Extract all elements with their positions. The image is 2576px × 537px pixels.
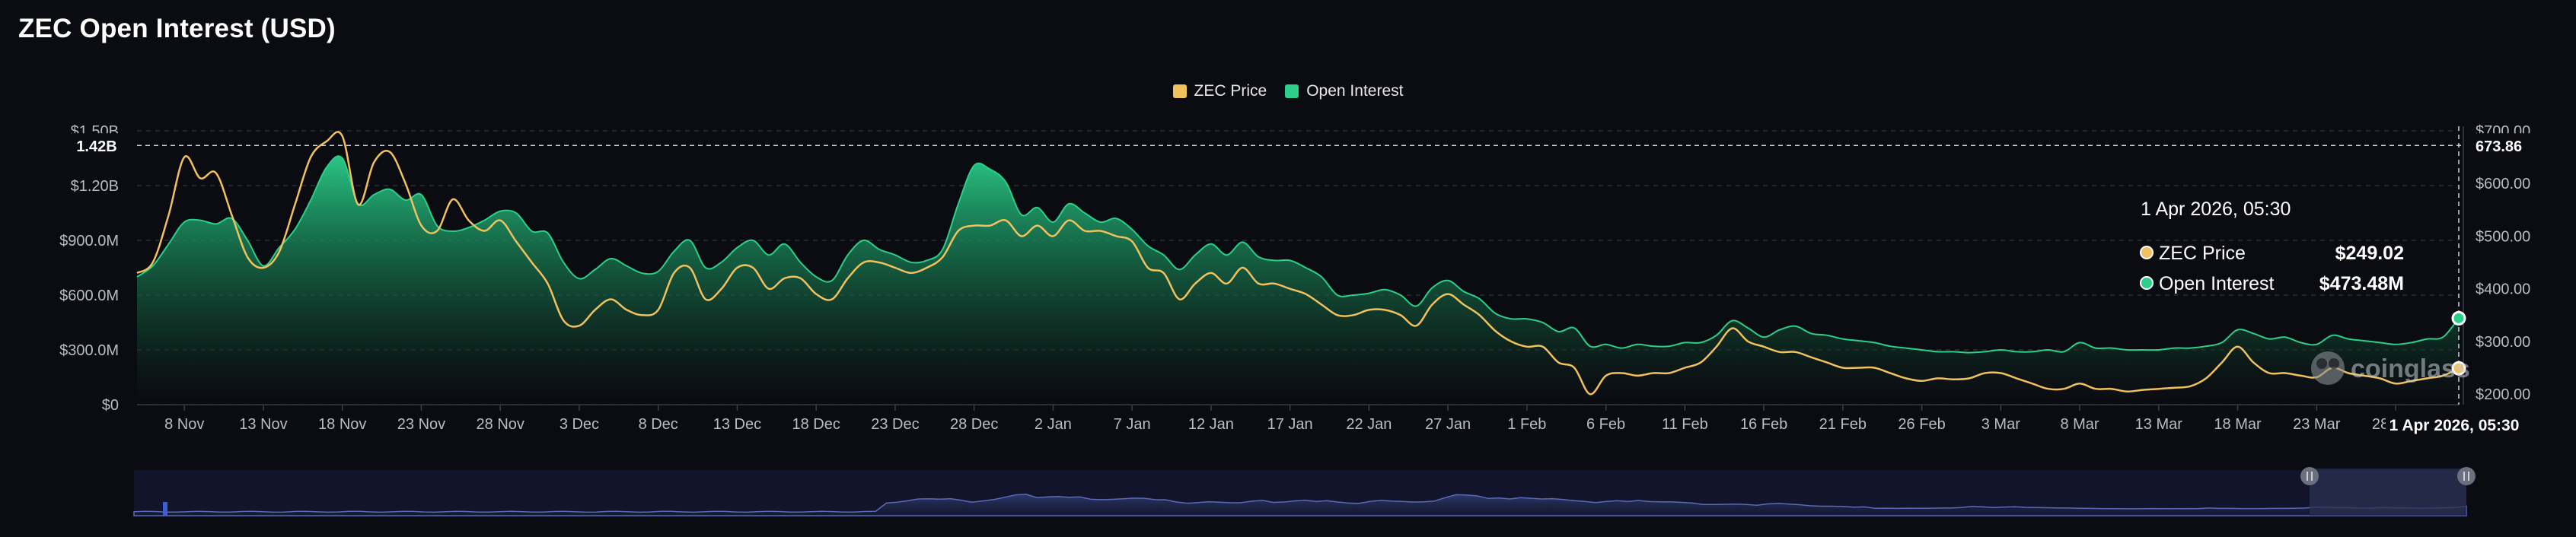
tooltip-dot-zec-price <box>2140 246 2154 259</box>
navigator-sparkline <box>133 493 2467 516</box>
coinglass-logo-icon <box>2311 351 2345 385</box>
legend-item-open-interest[interactable]: Open Interest <box>1285 82 1403 100</box>
x-tick-label: 28 Nov <box>477 416 524 433</box>
zec-price-marker <box>2451 361 2466 376</box>
navigator-left-handle[interactable] <box>2300 467 2319 485</box>
navigator-right-handle[interactable] <box>2457 467 2476 485</box>
x-axis: 8 Nov 13 Nov 18 Nov 23 Nov 28 Nov 3 Dec 8 Dec 1… <box>164 405 2419 433</box>
zec-price-line <box>136 131 2460 396</box>
x-tick-label: 8 Mar <box>2060 416 2099 433</box>
range-navigator[interactable] <box>133 467 2476 516</box>
y-left-tick-label: $300.0M <box>59 342 119 359</box>
y-left-tick-label: $600.0M <box>59 288 119 304</box>
x-tick-label: 16 Feb <box>1740 416 1787 433</box>
crosshair-date-bg <box>2386 411 2523 440</box>
x-tick-label: 21 Feb <box>1819 416 1867 433</box>
y-right-tick-label: $600.00 <box>2476 176 2530 192</box>
legend-item-zec-price[interactable]: ZEC Price <box>1172 82 1267 100</box>
y-right-tick-label: $200.00 <box>2476 386 2530 403</box>
y-right-tick-label: $500.00 <box>2476 228 2530 245</box>
x-tick-label: 6 Feb <box>1586 416 1625 433</box>
x-tick-label: 26 Feb <box>1898 416 1945 433</box>
x-tick-label: 28 Dec <box>950 416 998 433</box>
x-tick-label: 13 Dec <box>713 416 761 433</box>
x-tick-label: 13 Mar <box>2135 416 2183 433</box>
y-left-tick-label: $900.0M <box>59 233 119 249</box>
watermark-text: coinglass <box>2351 354 2470 383</box>
y-right-tick-label: $300.00 <box>2476 334 2530 351</box>
chart-legend: ZEC Price Open Interest <box>0 82 2576 100</box>
crosshair-left-label-bg <box>65 133 128 158</box>
x-tick-label: 18 Dec <box>792 416 840 433</box>
legend-swatch-zec-price <box>1172 84 1187 98</box>
x-tick-label: 18 Nov <box>318 416 366 433</box>
x-tick-label: 7 Jan <box>1114 416 1151 433</box>
x-tick-label: 23 Dec <box>871 416 919 433</box>
y-left-tick-label: $1.20B <box>71 178 119 195</box>
y-left-tick-label: $0 <box>102 397 119 414</box>
x-tick-label: 23 Mar <box>2293 416 2341 433</box>
legend-label-zec-price: ZEC Price <box>1194 82 1267 100</box>
tooltip-value-open-interest: $473.48M <box>2319 273 2404 294</box>
right-axis: $200.00$300.00$400.00$500.00$600.00$700.… <box>2476 123 2530 403</box>
tooltip-label-zec-price: ZEC Price <box>2159 243 2246 264</box>
x-tick-label: 22 Jan <box>1346 416 1392 433</box>
x-tick-label: 3 Dec <box>560 416 599 433</box>
y-right-tick-label: $400.00 <box>2476 281 2530 298</box>
crosshair-date-label: 1 Apr 2026, 05:30 <box>2389 417 2520 434</box>
legend-label-open-interest: Open Interest <box>1306 82 1404 100</box>
series-layer <box>136 131 2460 405</box>
x-tick-label: 27 Jan <box>1425 416 1471 433</box>
crosshair-left-label: 1.42B <box>76 138 116 155</box>
x-tick-label: 8 Dec <box>639 416 678 433</box>
crosshair-right-label-bg <box>2468 133 2533 158</box>
legend-swatch-open-interest <box>1285 84 1299 98</box>
x-tick-label: 3 Mar <box>1981 416 2020 433</box>
navigator-marker <box>163 502 167 516</box>
x-tick-label: 8 Nov <box>164 416 204 433</box>
x-tick-label: 1 Feb <box>1507 416 1546 433</box>
tooltip-dot-open-interest <box>2140 276 2154 290</box>
crosshair-right-label: 673.86 <box>2476 138 2522 155</box>
x-tick-label: 12 Jan <box>1188 416 1234 433</box>
x-tick-label: 2 Jan <box>1035 416 1072 433</box>
tooltip-value-zec-price: $249.02 <box>2335 243 2404 264</box>
x-tick-label: 23 Nov <box>397 416 445 433</box>
tooltip-date: 1 Apr 2026, 05:30 <box>2141 199 2291 220</box>
left-axis: $0$300.0M$600.0M$900.0M$1.20B$1.50B <box>59 123 119 414</box>
open-interest-line <box>136 155 2460 354</box>
x-tick-label: 17 Jan <box>1267 416 1313 433</box>
watermark: coinglass <box>2311 351 2470 385</box>
x-tick-label: 13 Nov <box>239 416 287 433</box>
tooltip: 1 Apr 2026, 05:30 ZEC Price $249.02 Open… <box>2140 199 2404 294</box>
chart-title: ZEC Open Interest (USD) <box>18 14 336 43</box>
open-interest-area <box>137 156 2459 405</box>
x-tick-label: 18 Mar <box>2214 416 2262 433</box>
crosshair: 1.42B 673.86 1 Apr 2026, 05:30 <box>65 126 2533 440</box>
tooltip-label-open-interest: Open Interest <box>2159 273 2275 294</box>
open-interest-marker <box>2451 310 2466 326</box>
navigator-selection[interactable] <box>2310 469 2466 516</box>
x-tick-label: 11 Feb <box>1662 416 1708 433</box>
